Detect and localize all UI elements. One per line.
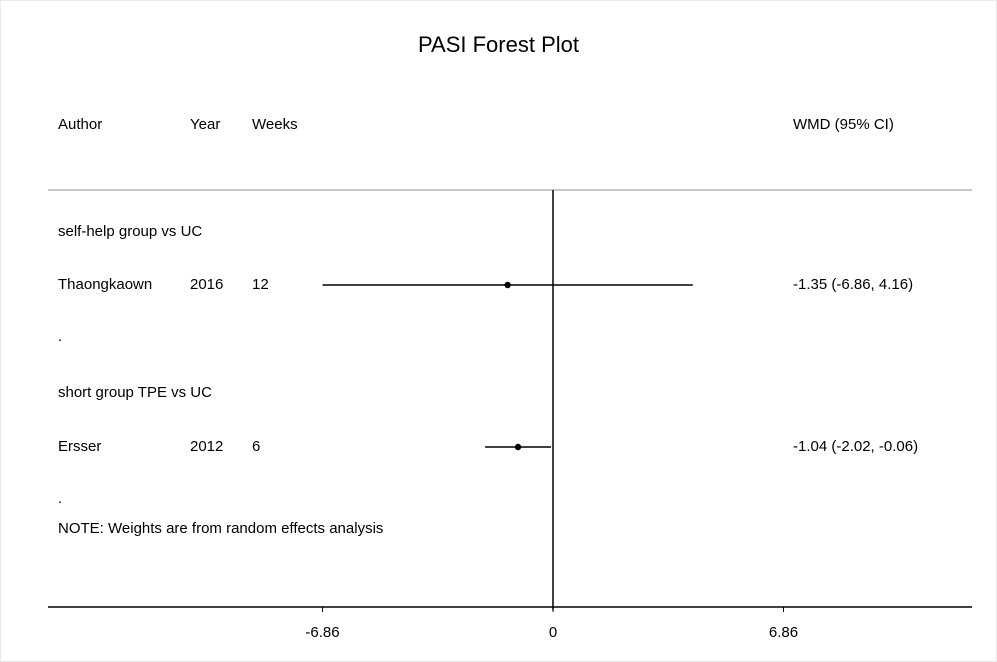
column-header-wmd-ci: WMD (95% CI) xyxy=(793,116,894,133)
study-ci-text: -1.04 (-2.02, -0.06) xyxy=(793,438,919,455)
column-header-year: Year xyxy=(190,116,221,133)
weights-note: NOTE: Weights are from random effects an… xyxy=(58,520,384,537)
study-weeks: 6 xyxy=(252,438,261,455)
study-ci-text: -1.35 (-6.86, 4.16) xyxy=(793,276,914,293)
study-weeks: 12 xyxy=(252,276,269,293)
group-separator: . xyxy=(58,490,63,507)
point-estimate xyxy=(514,443,522,451)
group-label-short-group-tpe: short group TPE vs UC xyxy=(58,384,212,401)
study-year: 2012 xyxy=(190,438,224,455)
column-header-weeks: Weeks xyxy=(252,116,298,133)
column-header-author: Author xyxy=(58,116,103,133)
x-tick-label: 0 xyxy=(549,624,557,641)
study-author: Thaongkaown xyxy=(58,276,153,293)
group-separator: . xyxy=(58,328,63,345)
x-tick-label: 6.86 xyxy=(769,624,798,641)
group-label-self-help: self-help group vs UC xyxy=(58,223,203,240)
study-author: Ersser xyxy=(58,438,102,455)
study-year: 2016 xyxy=(190,276,224,293)
chart-title: PASI Forest Plot xyxy=(418,32,579,57)
x-tick-label: -6.86 xyxy=(305,624,339,641)
point-estimate xyxy=(504,281,511,289)
